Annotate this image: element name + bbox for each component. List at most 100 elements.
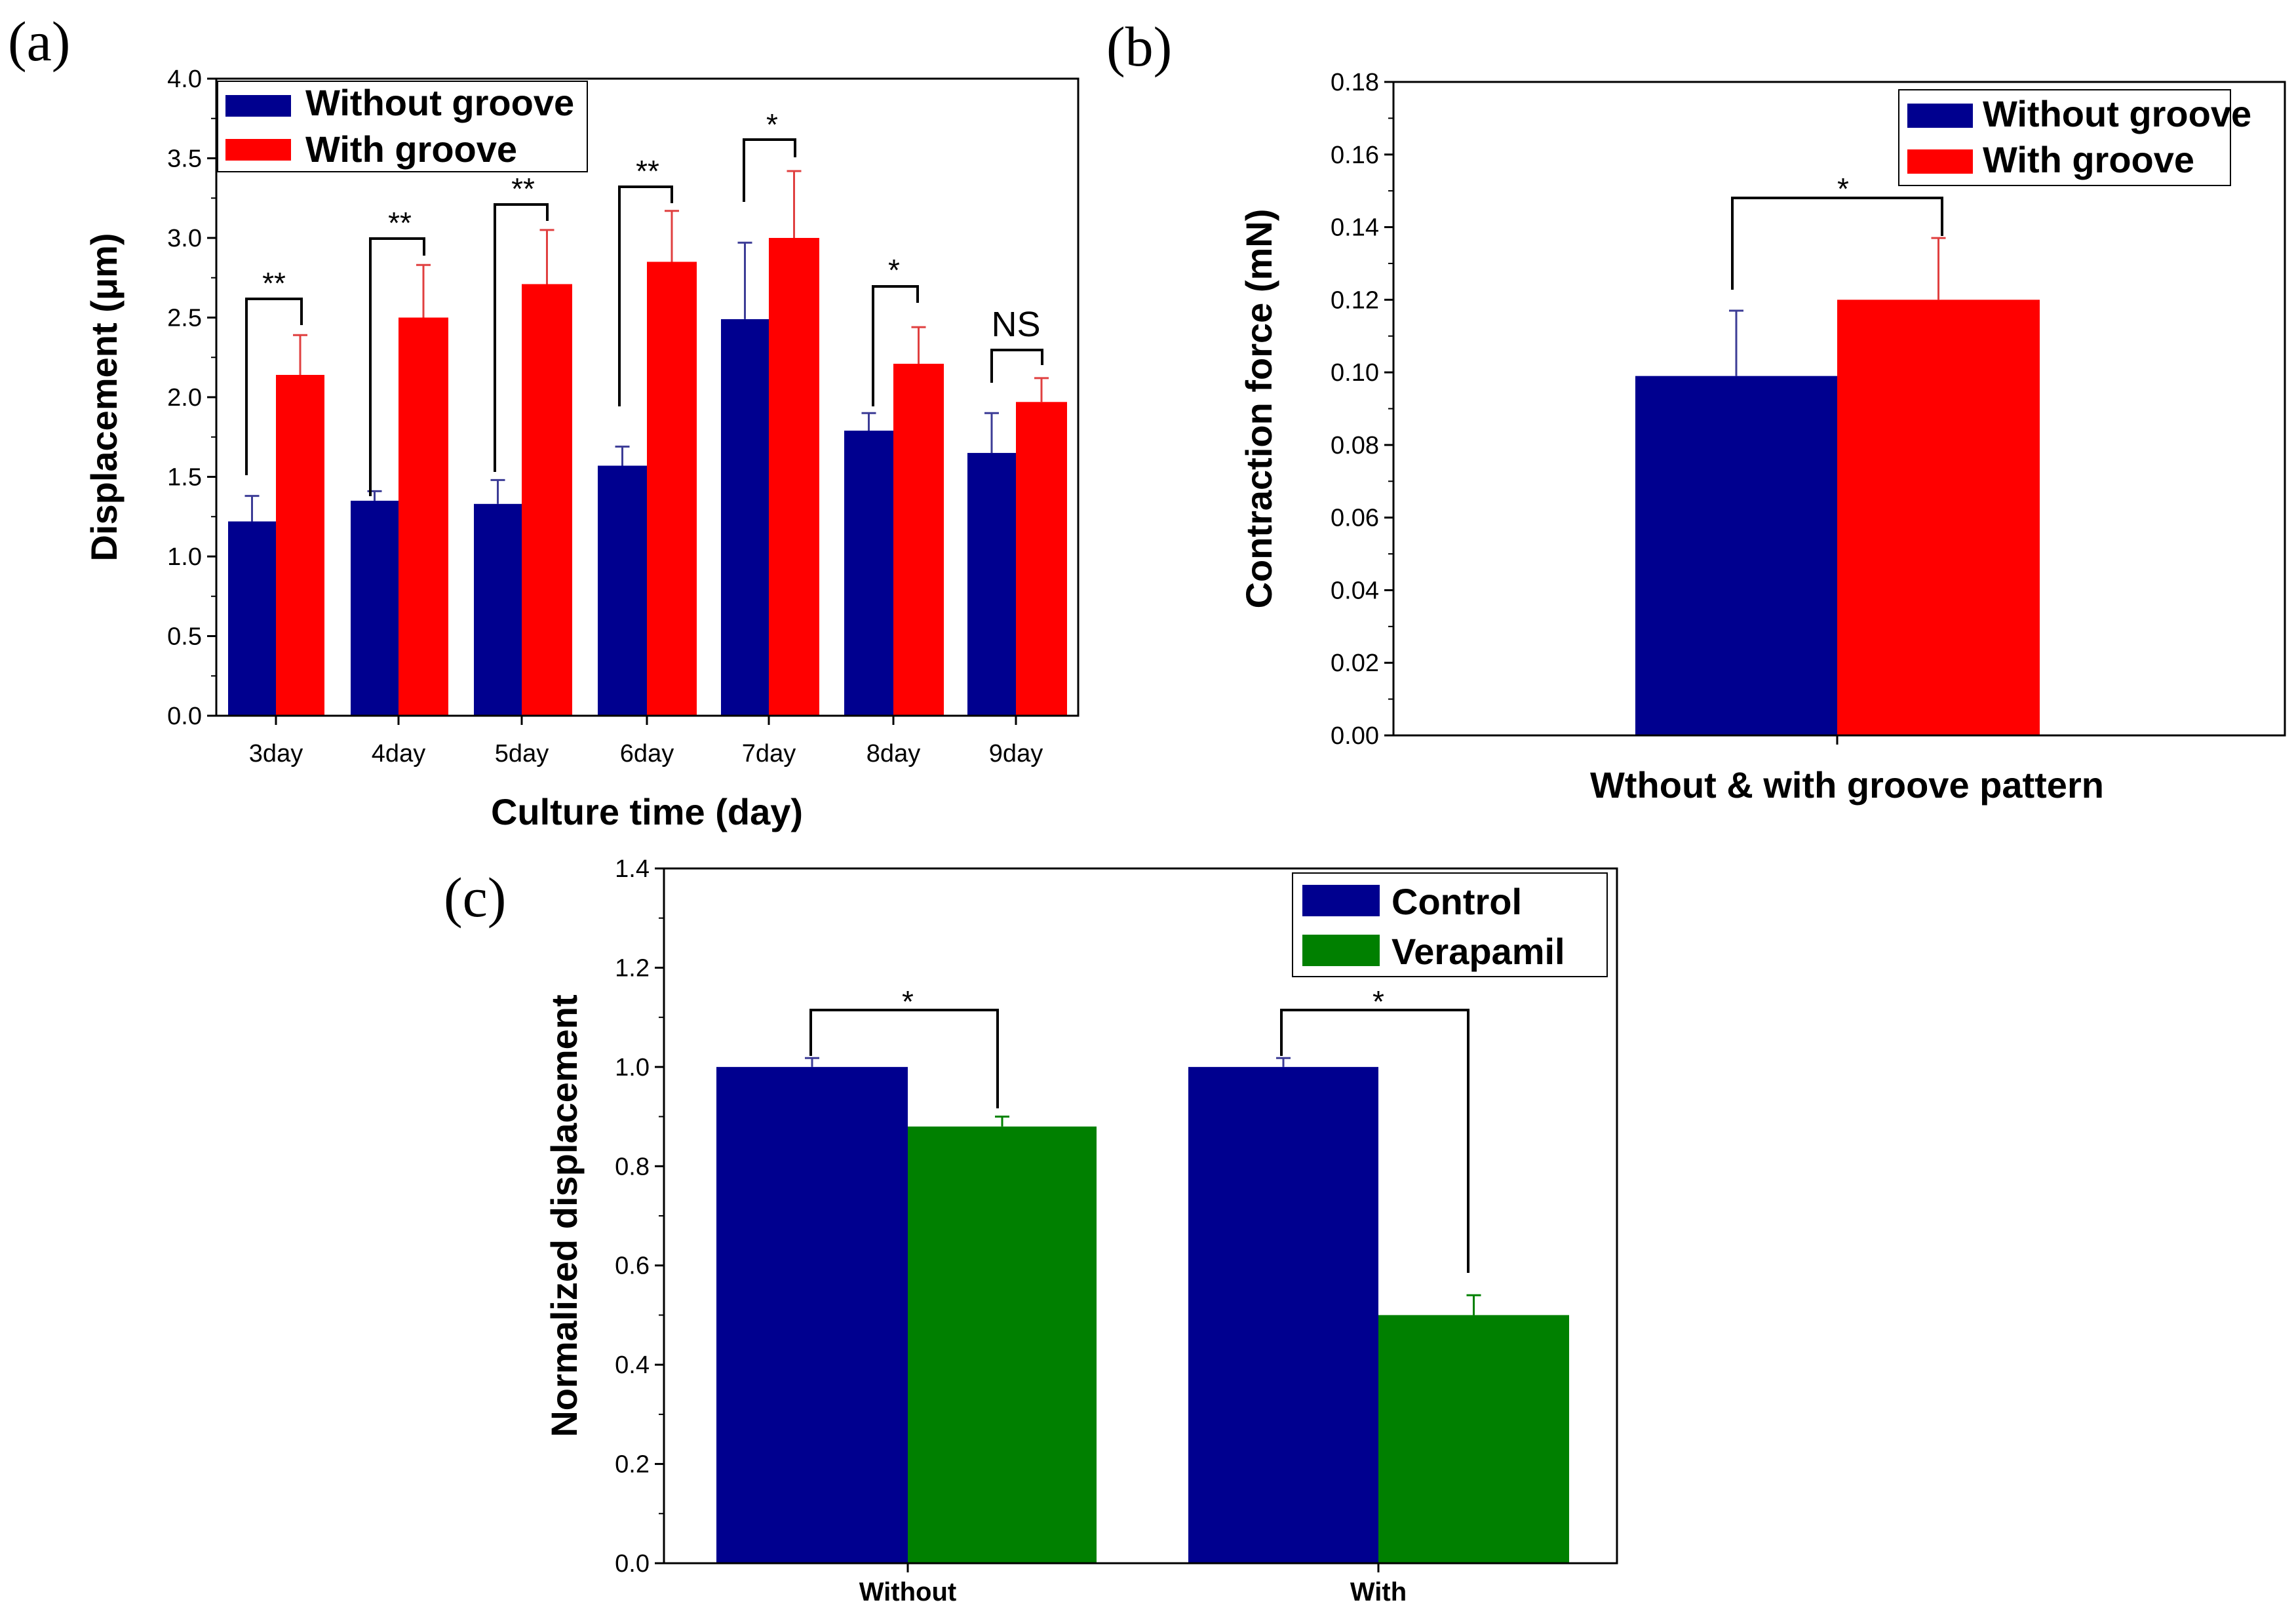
y-tick-label-c-5: 1.0 [615,1054,650,1081]
significance-label-c-0: * [902,984,914,1019]
significance-bracket-a-6 [990,349,1043,383]
significance-bracket-c-0 [809,1009,999,1108]
significance-label-a-0: ** [262,266,286,300]
bar-a-without-groove-3 [598,465,647,716]
panel-b-chart: 0.00 0.02 0.04 0.06 0.08 0.10 0.12 0.14 0.16 0.18… [1106,15,2286,806]
bar-a-with-groove-5 [893,363,944,716]
y-axis-title-b: Contraction force (mN) [1238,209,1279,609]
panel-label-b: (b) [1106,15,1172,78]
significance-bracket-b-0 [1731,197,1943,290]
x-tick-label-a-1: 4day [372,740,425,768]
y-tick-label-a-2: 1.0 [167,543,202,571]
bar-a-without-groove-6 [967,453,1016,716]
legend-label-b-1: With groove [1983,139,2194,180]
bar-a-with-groove-3 [647,262,697,716]
bar-a-with-groove-1 [399,317,448,716]
legend-label-a-1: With groove [305,128,517,170]
bar-a-with-groove-0 [276,374,324,716]
bar-c-control-0 [716,1066,908,1563]
significance-label-a-4: * [766,107,778,142]
significance-label-a-6: NS [991,305,1040,344]
significance-bracket-a-4 [743,138,796,202]
x-tick-label-c-0: Without [859,1578,956,1606]
y-tick-label-c-7: 1.4 [615,855,650,883]
y-tick-label-a-4: 2.0 [167,384,202,412]
panel-label-c: (c) [444,866,506,929]
x-tick-label-a-0: 3day [249,740,303,768]
y-tick-label-b-5: 0.10 [1331,359,1379,387]
bar-a-without-groove-4 [721,319,769,716]
x-tick-label-a-5: 8day [866,740,920,768]
legend-swatch-a-0 [225,95,291,117]
x-tick-label-a-3: 6day [620,740,674,768]
x-axis-title-b: Wthout & with groove pattern [1590,764,2104,806]
y-tick-label-c-2: 0.4 [615,1352,650,1379]
y-tick-label-a-8: 4.0 [167,66,202,93]
x-tick-label-a-4: 7day [742,740,796,768]
y-tick-label-b-4: 0.08 [1331,432,1379,459]
y-tick-label-c-3: 0.6 [615,1253,650,1280]
y-tick-label-b-8: 0.16 [1331,142,1379,169]
y-tick-label-b-6: 0.12 [1331,286,1379,314]
y-axis-title-a: Displacement (μm) [83,233,125,561]
legend-label-c-1: Verapamil [1391,931,1565,972]
x-axis-title-a: Culture time (day) [491,791,803,832]
y-tick-label-a-6: 3.0 [167,225,202,252]
bar-b-without-groove-0 [1635,376,1837,735]
y-tick-label-b-7: 0.14 [1331,214,1379,242]
significance-bracket-a-1 [369,237,425,496]
significance-label-a-3: ** [636,154,659,188]
legend-swatch-c-0 [1302,885,1380,916]
y-tick-label-a-5: 2.5 [167,305,202,332]
x-tick-label-a-6: 9day [989,740,1043,768]
significance-label-a-2: ** [511,172,535,206]
y-tick-label-c-0: 0.0 [615,1550,650,1578]
x-tick-label-a-2: 5day [495,740,549,768]
panel-label-a: (a) [8,10,70,73]
bar-a-without-groove-2 [474,503,522,716]
y-tick-label-b-3: 0.06 [1331,505,1379,532]
y-tick-label-a-3: 1.5 [167,464,202,492]
bar-c-verapamil-0 [908,1126,1097,1563]
significance-label-a-1: ** [388,206,412,240]
panel-a-chart: 0.0 0.5 1.0 1.5 2.0 2.5 3.0 3.5 4.0 3day 4day 5day 6… [8,10,1080,832]
x-tick-label-c-1: With [1350,1578,1407,1606]
legend-swatch-c-1 [1302,935,1380,966]
bar-a-with-groove-6 [1016,402,1067,716]
legend-label-b-0: Without groove [1983,93,2251,134]
y-tick-label-a-1: 0.5 [167,623,202,651]
y-tick-label-b-9: 0.18 [1331,69,1379,96]
y-tick-label-a-7: 3.5 [167,146,202,173]
legend-label-a-0: Without groove [305,82,574,123]
bar-c-control-1 [1188,1066,1378,1563]
significance-label-b-0: * [1837,172,1849,206]
significance-bracket-a-0 [245,298,303,475]
y-tick-label-b-2: 0.04 [1331,577,1379,604]
legend-swatch-b-1 [1907,149,1973,174]
y-tick-label-b-1: 0.02 [1331,650,1379,677]
panel-c-chart: 0.0 0.2 0.4 0.6 0.8 1.0 1.2 1.4 Without With Norma… [444,855,1618,1606]
legend-swatch-a-1 [225,139,291,161]
significance-bracket-a-3 [618,185,673,406]
significance-bracket-a-2 [494,203,549,472]
significance-bracket-c-1 [1280,1009,1469,1273]
bar-a-without-groove-1 [351,500,399,716]
y-tick-label-b-0: 0.00 [1331,722,1379,750]
y-tick-label-c-4: 0.8 [615,1153,650,1180]
y-tick-label-a-0: 0.0 [167,703,202,730]
significance-label-a-5: * [888,253,900,287]
legend-label-c-0: Control [1391,881,1522,922]
y-tick-label-c-1: 0.2 [615,1451,650,1479]
bar-c-verapamil-1 [1378,1315,1569,1563]
bar-a-without-groove-5 [844,431,893,716]
y-axis-title-c: Normalized displacement [543,994,585,1437]
significance-label-c-1: * [1372,984,1384,1019]
significance-bracket-a-5 [872,285,919,406]
bar-a-without-groove-0 [228,521,276,716]
bar-a-with-groove-4 [769,238,819,716]
bar-b-with-groove-0 [1837,300,2040,735]
legend-swatch-b-0 [1907,104,1973,128]
y-tick-label-c-6: 1.2 [615,954,650,982]
